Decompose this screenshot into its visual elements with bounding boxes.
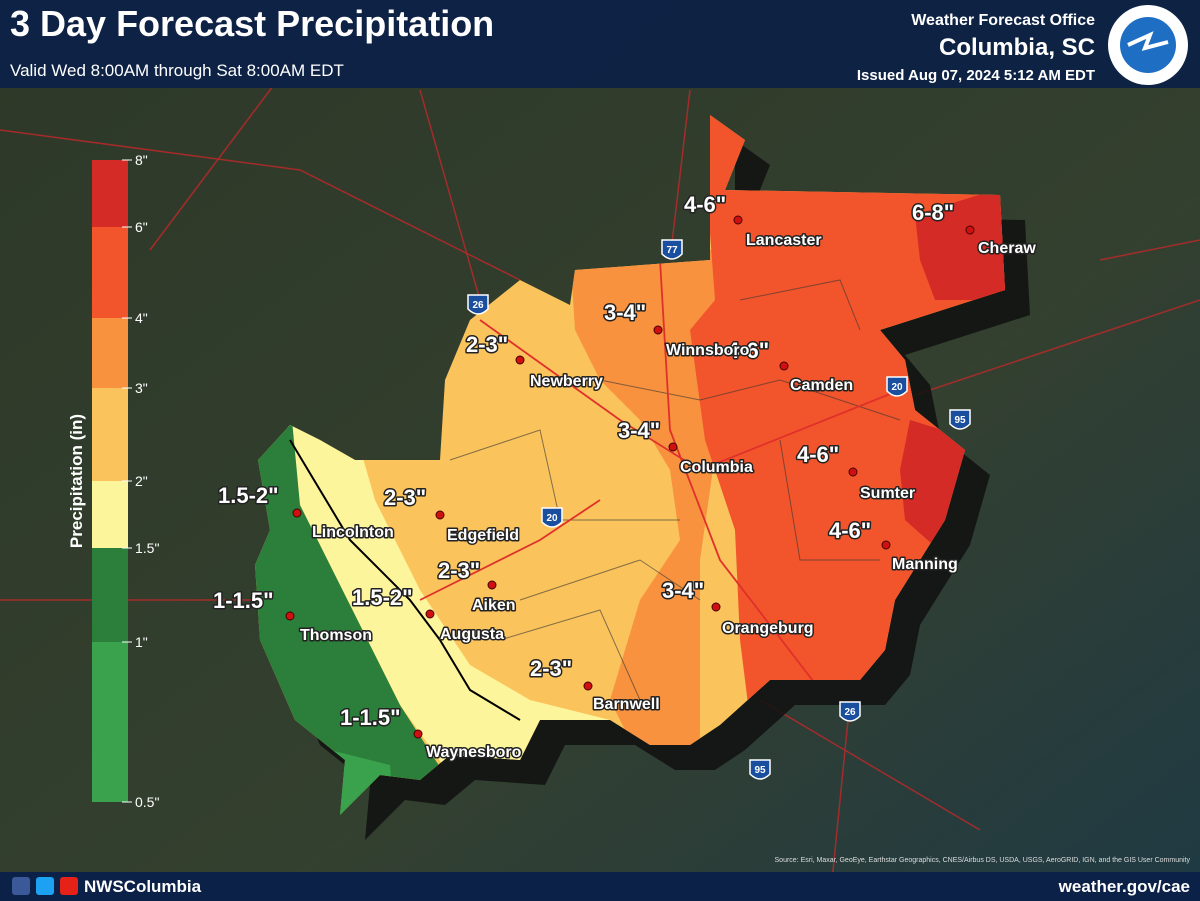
city-name: Waynesboro — [426, 744, 522, 761]
city-name: Camden — [790, 377, 853, 394]
rain-amount: 2-3" — [438, 558, 480, 583]
city-name: Aiken — [472, 597, 516, 614]
rain-amount: 4-6" — [797, 442, 839, 467]
shield — [749, 759, 771, 780]
issued: Issued Aug 07, 2024 5:12 AM EDT — [857, 67, 1095, 84]
map-labels: 4-6" 6-8" 3-4" 2-3" 4-6" 3-4" 4-6" 1.5-2" 2-3" 4-… — [212, 191, 1038, 763]
city-dot — [487, 580, 497, 590]
social-handle: NWSColumbia — [84, 877, 202, 896]
website: weather.gov/cae — [1058, 877, 1190, 896]
rain-amount: 3-4" — [662, 578, 704, 603]
rain-amount: 2-3" — [466, 332, 508, 357]
rain-amount: 4-6" — [829, 518, 871, 543]
shield-number: 77 — [666, 245, 678, 256]
office-city: Columbia, SC — [939, 34, 1095, 61]
legend-tick-label: 0.5" — [135, 794, 159, 810]
legend-scale — [92, 160, 128, 802]
rain-amount: 3-4" — [604, 300, 646, 325]
city-dot — [965, 225, 975, 235]
shield — [467, 294, 489, 315]
rain-amount: 6-8" — [912, 200, 954, 225]
interstates — [419, 259, 901, 691]
city-dot — [413, 729, 423, 739]
city-dot — [733, 215, 743, 225]
legend-tick-label: 2" — [135, 473, 148, 489]
office: Weather Forecast Office — [911, 12, 1095, 29]
rain-amount: 4-6" — [727, 338, 769, 363]
header-bar — [0, 0, 1200, 88]
shield-number: 20 — [546, 513, 558, 524]
city-dot — [425, 609, 435, 619]
zone-3-4 — [570, 250, 720, 760]
source-note: Source: Esri, Maxar, GeoEye, Earthstar G… — [775, 857, 1191, 864]
title: 3 Day Forecast Precipitation — [10, 3, 494, 44]
city-name: Edgefield — [447, 527, 519, 544]
state-line — [289, 439, 521, 721]
nws-logo — [1108, 5, 1188, 85]
city-dot — [583, 681, 593, 691]
city-name: Newberry — [530, 373, 603, 390]
zone-1.5-2 — [285, 415, 610, 775]
city-name: Cheraw — [978, 240, 1036, 257]
shield — [661, 239, 683, 260]
city-dot — [292, 508, 302, 518]
city-dot — [881, 540, 891, 550]
legend-tick-label: 3" — [135, 380, 148, 396]
city-dot — [848, 467, 858, 477]
shield-number: 20 — [891, 382, 903, 393]
legend-tick-label: 1.5" — [135, 540, 159, 556]
city-name: Thomson — [300, 627, 372, 644]
shield-number: 26 — [472, 300, 484, 311]
shield — [839, 701, 861, 722]
rain-amount: 2-3" — [384, 485, 426, 510]
city-name: Orangeburg — [722, 620, 814, 637]
rain-amount: 1.5-2" — [352, 585, 413, 610]
shield-number: 95 — [954, 415, 966, 426]
county-lines — [449, 279, 901, 701]
shield-number: 95 — [754, 765, 766, 776]
legend-ticks: 8" 6" 4" 3" 2" 1.5" 1" 0.5" — [122, 152, 159, 810]
city-name: Lincolnton — [312, 524, 394, 541]
shield-number: 26 — [844, 707, 856, 718]
city-name: Barnwell — [593, 696, 660, 713]
city-name: Augusta — [440, 626, 504, 643]
legend-tick-label: 6" — [135, 219, 148, 235]
city-name: Lancaster — [746, 232, 822, 249]
social-icons — [12, 877, 78, 895]
rain-amount: 1-1.5" — [340, 705, 401, 730]
highway-shields: 26 77 20 95 20 95 26 — [467, 239, 971, 780]
shield — [886, 376, 908, 397]
zone-6-8 — [915, 185, 1005, 300]
rain-amount: 1-1.5" — [213, 588, 274, 613]
city-dot — [435, 510, 445, 520]
legend-tick-label: 8" — [135, 152, 148, 168]
city-name: Columbia — [680, 459, 753, 476]
city-name: Winnsboro — [666, 342, 750, 359]
city-dot — [515, 355, 525, 365]
legend-tick-label: 1" — [135, 634, 148, 650]
rain-amount: 2-3" — [530, 656, 572, 681]
city-dot — [285, 611, 295, 621]
city-name: Sumter — [860, 485, 915, 502]
shield — [949, 409, 971, 430]
roads — [0, 49, 1200, 901]
city-dot — [711, 602, 721, 612]
shield — [541, 507, 563, 528]
rain-amount: 3-4" — [618, 418, 660, 443]
city-dot — [779, 361, 789, 371]
footer-bar — [0, 872, 1200, 901]
rain-amount: 1.5-2" — [218, 483, 279, 508]
subtitle: Valid Wed 8:00AM through Sat 8:00AM EDT — [10, 61, 344, 80]
rain-amount: 4-6" — [684, 192, 726, 217]
city-dot — [653, 325, 663, 335]
city-dot — [668, 442, 678, 452]
legend-title: Precipitation (in) — [67, 414, 86, 548]
legend-tick-label: 4" — [135, 310, 148, 326]
city-name: Manning — [892, 556, 958, 573]
